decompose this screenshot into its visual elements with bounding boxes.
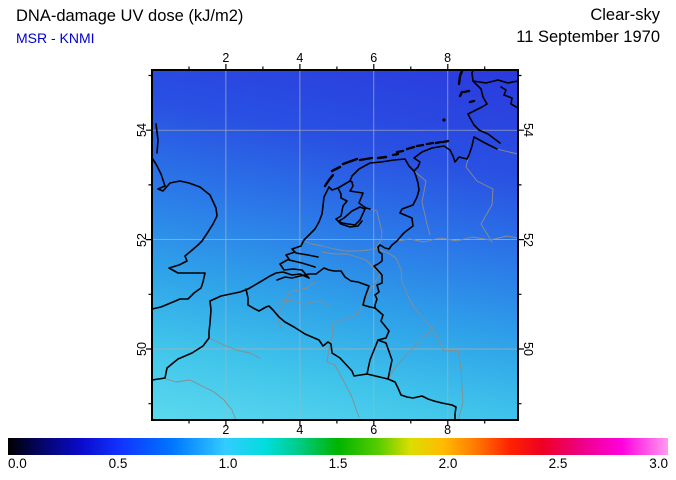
ytick-left-1: 52 <box>135 233 149 247</box>
ytick-right-0: 54 <box>521 123 535 137</box>
map-area <box>152 70 518 420</box>
colorbar-label-0: 0.0 <box>8 456 27 471</box>
sky-condition-label: Clear-sky <box>590 6 660 24</box>
colorbar-label-2: 1.0 <box>218 456 238 471</box>
map-frame <box>151 69 519 421</box>
helgoland-island <box>442 118 446 122</box>
xtick-bottom-0: 2 <box>222 423 230 437</box>
map-overlay <box>146 64 524 426</box>
rivers-and-regional-borders <box>162 148 519 421</box>
plot-date: 11 September 1970 <box>516 28 660 46</box>
colorbar-label-4: 2.0 <box>438 456 458 471</box>
xtick-top-1: 4 <box>296 51 304 65</box>
colorbar-gradient <box>8 438 668 455</box>
ytick-left-2: 50 <box>135 342 149 356</box>
header-right: Clear-sky 11 September 1970 <box>516 4 660 48</box>
ytick-right-1: 52 <box>521 233 535 247</box>
colorbar-label-1: 0.5 <box>108 456 128 471</box>
colorbar-label-5: 2.5 <box>548 456 568 471</box>
colorbar-label-3: 1.5 <box>328 456 348 471</box>
islands <box>323 69 476 188</box>
xtick-top-0: 2 <box>222 51 230 65</box>
axis-tick-marks <box>146 64 524 426</box>
xtick-top-3: 8 <box>444 51 452 65</box>
xtick-bottom-2: 6 <box>370 423 378 437</box>
header-left: DNA-damage UV dose (kJ/m2) MSR - KNMI <box>16 4 243 48</box>
plot-title: DNA-damage UV dose (kJ/m2) <box>16 7 244 25</box>
xtick-top-2: 6 <box>370 51 378 65</box>
coastlines-and-borders <box>151 69 519 421</box>
xtick-bottom-3: 8 <box>444 423 452 437</box>
xtick-bottom-1: 4 <box>296 423 304 437</box>
ytick-left-0: 54 <box>135 123 149 137</box>
colorbar-label-6: 3.0 <box>649 456 668 471</box>
ytick-right-2: 50 <box>521 342 535 356</box>
plot-subtitle: MSR - KNMI <box>16 30 95 46</box>
uv-field <box>152 70 518 420</box>
graticule-lines <box>152 70 518 420</box>
